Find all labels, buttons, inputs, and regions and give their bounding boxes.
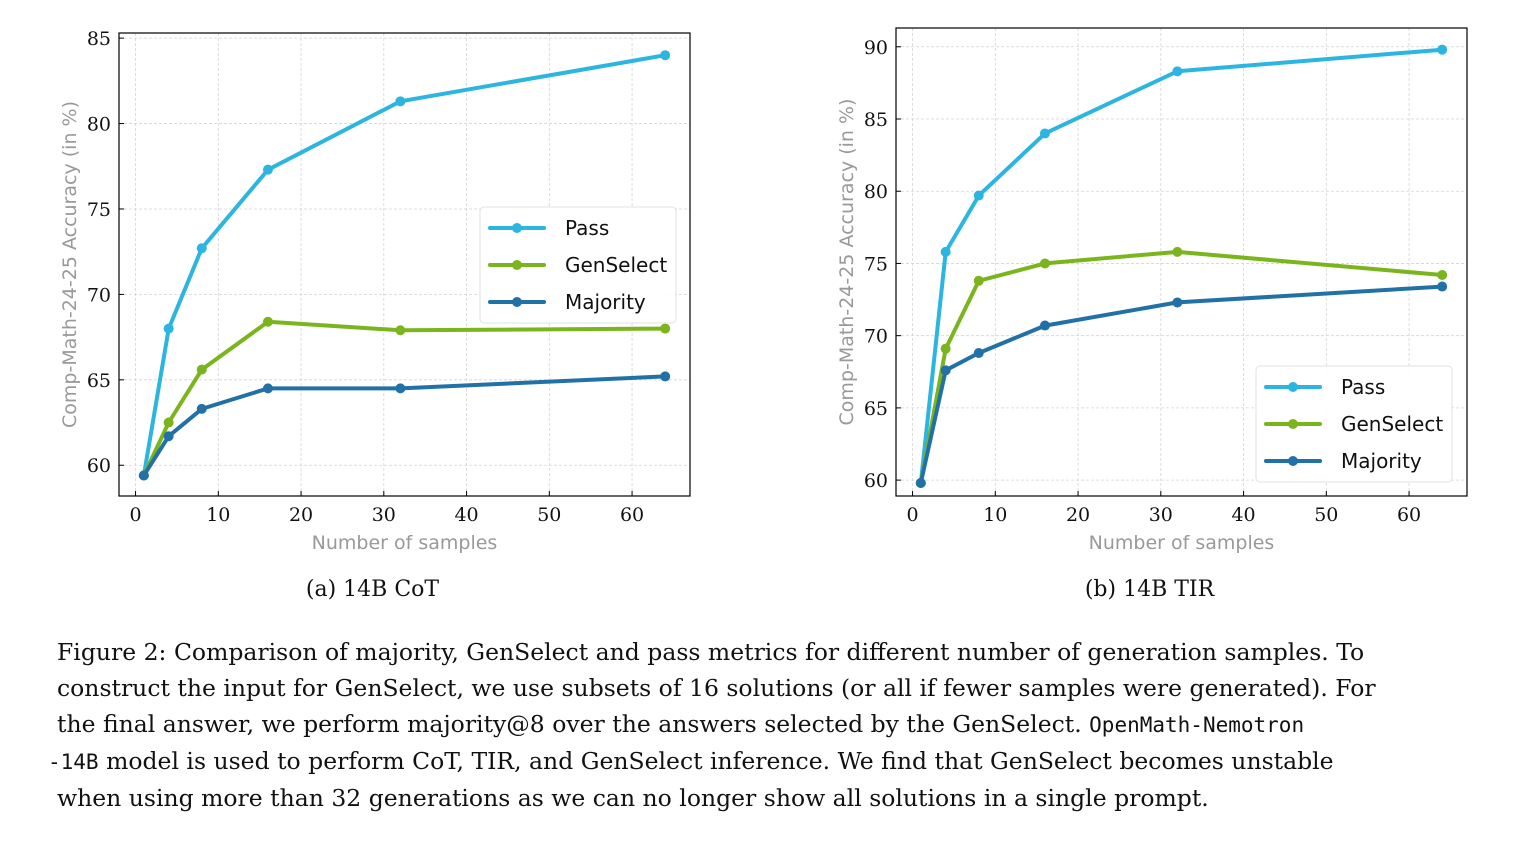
data-point-majority bbox=[1437, 281, 1448, 292]
caption-line5: when using more than 32 generations as w… bbox=[57, 784, 1209, 812]
data-point-genselect bbox=[163, 417, 174, 428]
data-point-majority bbox=[1172, 297, 1183, 308]
series-line-genselect bbox=[141, 319, 668, 478]
x-tick-label: 30 bbox=[1149, 504, 1173, 526]
y-axis-label: Comp-Math-24-25 Accuracy (in %) bbox=[59, 101, 81, 428]
data-point-pass bbox=[973, 190, 984, 201]
y-tick-label: 75 bbox=[864, 253, 888, 275]
data-point-majority bbox=[138, 470, 149, 481]
caption-line3-code: OpenMath-Nemotron bbox=[1089, 713, 1305, 737]
y-tick-label: 85 bbox=[864, 109, 888, 131]
legend-label-majority: Majority bbox=[1341, 449, 1422, 473]
figure: 0 10 20 30 40 50 60 60 65 70 75 80 85 Number of sampl… bbox=[59, 27, 1468, 602]
series-line-pass bbox=[918, 47, 1445, 485]
y-axis-label: Comp-Math-24-25 Accuracy (in %) bbox=[836, 99, 858, 426]
figure-caption: Figure 2: Comparison of majority, GenSel… bbox=[48, 634, 1470, 816]
data-point-majority bbox=[395, 383, 406, 394]
legend-box bbox=[479, 206, 677, 324]
x-tick-label: 50 bbox=[537, 504, 561, 526]
y-tick-label: 80 bbox=[87, 114, 111, 136]
data-point-majority bbox=[163, 431, 174, 442]
data-point-majority bbox=[262, 383, 273, 394]
legend-box bbox=[1255, 365, 1453, 483]
y-tick-label: 75 bbox=[87, 199, 111, 221]
data-point-genselect bbox=[940, 343, 951, 354]
x-tick-label: 0 bbox=[130, 504, 142, 526]
data-point-genselect bbox=[1172, 246, 1183, 257]
subcaption: (a) 14B CoT bbox=[306, 577, 440, 602]
data-point-majority bbox=[660, 371, 671, 382]
x-tick-label: 10 bbox=[983, 504, 1007, 526]
data-point-majority bbox=[1039, 320, 1050, 331]
data-point-pass bbox=[262, 164, 273, 175]
chart-panel-a: 0 10 20 30 40 50 60 60 65 70 75 80 85 Number of sampl… bbox=[59, 28, 691, 602]
legend-label-genselect: GenSelect bbox=[1341, 412, 1443, 436]
y-tick-label: 80 bbox=[864, 181, 888, 203]
caption-line4-code: -14B bbox=[48, 750, 99, 774]
x-tick-label: 20 bbox=[289, 504, 313, 526]
legend-marker-genselect bbox=[512, 260, 522, 270]
y-tick-label: 60 bbox=[864, 470, 888, 492]
data-point-pass bbox=[1039, 128, 1050, 139]
caption-line2: construct the input for GenSelect, we us… bbox=[57, 674, 1376, 702]
y-tick-label: 90 bbox=[864, 37, 888, 59]
chart-panel-b: 0 10 20 30 40 50 60 60 65 70 75 80 85 90 Number of sam… bbox=[836, 27, 1468, 602]
legend-marker-majority bbox=[512, 297, 522, 307]
data-point-pass bbox=[196, 243, 207, 254]
data-point-genselect bbox=[660, 323, 671, 334]
data-point-genselect bbox=[395, 325, 406, 336]
x-tick-label: 10 bbox=[206, 504, 230, 526]
x-tick-label: 40 bbox=[454, 504, 478, 526]
y-tick-label: 85 bbox=[87, 28, 111, 50]
caption-line1: Figure 2: Comparison of majority, GenSel… bbox=[57, 638, 1365, 666]
legend-marker-pass bbox=[512, 223, 522, 233]
series-line-majority bbox=[141, 374, 668, 478]
x-tick-label: 0 bbox=[907, 504, 919, 526]
series-line-majority bbox=[918, 284, 1445, 485]
plot-frame bbox=[118, 32, 691, 497]
legend-label-pass: Pass bbox=[1341, 375, 1385, 399]
legend-label-majority: Majority bbox=[565, 290, 646, 314]
y-tick-label: 70 bbox=[87, 284, 111, 306]
subcaption: (b) 14B TIR bbox=[1085, 577, 1216, 602]
y-tick-label: 70 bbox=[864, 326, 888, 348]
x-axis-label: Number of samples bbox=[312, 532, 498, 554]
data-point-genselect bbox=[1039, 258, 1050, 269]
data-point-pass bbox=[395, 96, 406, 107]
data-point-pass bbox=[940, 246, 951, 257]
legend-label-genselect: GenSelect bbox=[565, 253, 667, 277]
data-point-pass bbox=[660, 50, 671, 61]
data-point-genselect bbox=[973, 275, 984, 286]
data-point-pass bbox=[1437, 44, 1448, 55]
caption-line3-text: the final answer, we perform majority@8 … bbox=[57, 710, 1082, 738]
y-tick-label: 60 bbox=[87, 455, 111, 477]
data-point-majority bbox=[973, 348, 984, 358]
data-point-genselect bbox=[196, 364, 207, 375]
x-axis-label: Number of samples bbox=[1089, 532, 1275, 554]
y-tick-label: 65 bbox=[87, 370, 111, 392]
data-point-genselect bbox=[262, 316, 273, 327]
caption-line4-text: model is used to perform CoT, TIR, and G… bbox=[106, 747, 1334, 775]
x-tick-label: 50 bbox=[1314, 504, 1338, 526]
legend-marker-majority bbox=[1288, 456, 1298, 466]
x-tick-label: 40 bbox=[1231, 504, 1255, 526]
data-point-genselect bbox=[1437, 270, 1448, 280]
legend: Pass GenSelect Majority bbox=[1255, 365, 1453, 483]
data-point-pass bbox=[1172, 66, 1183, 77]
x-tick-label: 60 bbox=[1397, 504, 1421, 526]
plot-frame bbox=[895, 27, 1468, 497]
legend-marker-genselect bbox=[1288, 419, 1298, 429]
x-tick-label: 60 bbox=[620, 504, 644, 526]
legend-marker-pass bbox=[1288, 382, 1298, 392]
legend: Pass GenSelect Majority bbox=[479, 206, 677, 324]
x-tick-label: 30 bbox=[372, 504, 396, 526]
data-point-majority bbox=[915, 478, 926, 488]
data-point-majority bbox=[940, 365, 951, 376]
data-point-pass bbox=[163, 323, 174, 334]
x-tick-label: 20 bbox=[1066, 504, 1090, 526]
y-tick-label: 65 bbox=[864, 398, 888, 420]
legend-label-pass: Pass bbox=[565, 216, 609, 240]
series-line-pass bbox=[141, 53, 668, 478]
data-point-majority bbox=[196, 403, 207, 414]
